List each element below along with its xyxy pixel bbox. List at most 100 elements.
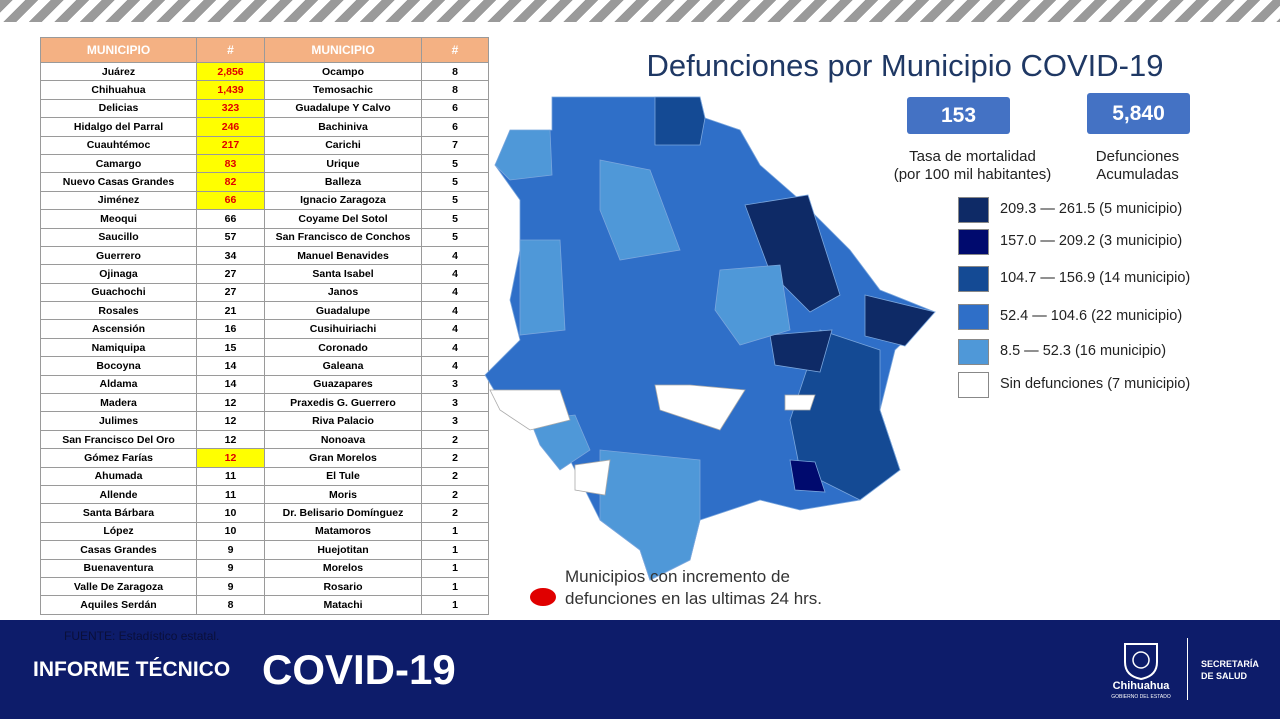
legend-swatch <box>958 304 989 330</box>
map <box>484 96 936 606</box>
logo-sub: GOBIERNO DEL ESTADO <box>1111 694 1171 700</box>
row: López 10 Matamoros 1 <box>40 521 489 542</box>
map-region <box>494 129 553 181</box>
map-region <box>489 389 571 431</box>
stripe <box>0 0 1280 22</box>
map-region <box>744 194 841 313</box>
map-region <box>789 329 901 501</box>
stat-value: 5,840 <box>1087 93 1190 134</box>
map-region <box>484 96 936 581</box>
legend-label: 8.5 — 52.3 (16 municipio) <box>1000 343 1167 359</box>
divider <box>1187 638 1188 700</box>
cell: 1 <box>421 595 489 615</box>
stat-value: 153 <box>907 97 1010 134</box>
cell: 82 <box>196 172 265 192</box>
cell: Morelos <box>264 558 422 578</box>
legend-label: 104.7 — 156.9 (14 municipio) <box>1000 270 1191 286</box>
cell: Moris <box>264 484 422 505</box>
row: Camargo 83 Urique 5 <box>40 153 489 174</box>
cell: Bachiniva <box>264 117 422 137</box>
row: Ojinaga 27 Santa Isabel 4 <box>40 264 489 284</box>
cell: Juárez <box>40 61 197 82</box>
logo-name: Chihuahua <box>1112 680 1170 692</box>
row: Buenaventura 9 Morelos 1 <box>40 558 489 578</box>
cell: 1 <box>421 521 489 542</box>
header-row: MUNICIPIO # MUNICIPIO # <box>40 37 489 63</box>
legend-label: 52.4 — 104.6 (22 municipio) <box>1000 308 1183 324</box>
red-dot <box>530 588 556 606</box>
cell: Dr. Belisario Domínguez <box>264 503 422 523</box>
covid: COVID-19 <box>262 646 456 693</box>
row: Saucillo 57 San Francisco de Conchos 5 <box>40 227 489 247</box>
row: Namiquipa 15 Coronado 4 <box>40 337 489 358</box>
legend-swatch <box>958 372 989 398</box>
stat-label: Defunciones Acumuladas <box>1095 148 1180 183</box>
row: Meoqui 66 Coyame Del Sotol 5 <box>40 209 489 229</box>
cell: Casas Grandes <box>40 540 197 560</box>
cell: Huejotitan <box>264 540 422 560</box>
dept: SECRETARÍA DE SALUD <box>1201 659 1259 681</box>
logo-icon <box>1124 643 1158 680</box>
map-region <box>714 264 791 346</box>
report: INFORME TÉCNICO <box>33 658 231 681</box>
cell: 2,856 <box>196 61 265 82</box>
map-region <box>864 294 936 347</box>
cell: Aquiles Serdán <box>40 595 197 615</box>
map-region <box>769 329 833 373</box>
note: Municipios con incremento de defunciones… <box>565 567 823 608</box>
source: FUENTE: Estadístico estatal. <box>64 629 220 643</box>
map-region <box>654 384 746 431</box>
legend-label: Sin defunciones (7 municipio) <box>1000 376 1191 392</box>
title: Defunciones por Municipio COVID-19 <box>646 48 1164 83</box>
legend-swatch <box>958 197 989 223</box>
row: Allende 11 Moris 2 <box>40 484 489 505</box>
cell: 323 <box>196 98 265 119</box>
row: Jiménez 66 Ignacio Zaragoza 5 <box>40 190 489 211</box>
stat-label: Tasa de mortalidad (por 100 mil habitant… <box>893 148 1052 183</box>
cell: Ahumada <box>40 466 197 486</box>
map-region <box>784 394 816 411</box>
map-region <box>599 449 701 581</box>
cell: Temosachic <box>264 80 422 100</box>
legend-swatch <box>958 339 989 365</box>
row: Chihuahua 1,439 Temosachic 8 <box>40 80 489 100</box>
legend-swatch <box>958 229 989 255</box>
cell: Matachi <box>264 595 422 615</box>
cell: Rosales <box>40 301 197 321</box>
header-cell: # <box>196 37 265 63</box>
header-cell: MUNICIPIO <box>264 37 422 63</box>
legend-swatch <box>958 266 989 292</box>
legend-label: 209.3 — 261.5 (5 municipio) <box>1000 201 1183 217</box>
cell: Santa Isabel <box>264 264 422 284</box>
cell: Jiménez <box>40 190 197 211</box>
row: Bocoyna 14 Galeana 4 <box>40 356 489 376</box>
row: Rosales 21 Guadalupe 4 <box>40 301 489 321</box>
cell: Ojinaga <box>40 264 197 284</box>
cell: López <box>40 521 197 542</box>
header-cell: # <box>421 37 489 63</box>
row: Aldama 14 Guazapares 3 <box>40 374 489 395</box>
footer: FUENTE: Estadístico estatal. INFORME TÉC… <box>0 620 1280 719</box>
cell: Guadalupe <box>264 301 422 321</box>
cell: 66 <box>196 190 265 211</box>
cell: 12 <box>196 448 265 468</box>
cell: Saucillo <box>40 227 197 247</box>
legend-label: 157.0 — 209.2 (3 municipio) <box>1000 233 1183 249</box>
cell: Coyame Del Sotol <box>264 209 422 229</box>
row: Casas Grandes 9 Huejotitan 1 <box>40 540 489 560</box>
cell: Buenaventura <box>40 558 197 578</box>
cell: 3 <box>421 393 489 413</box>
map-region <box>599 159 681 261</box>
map-region <box>789 459 826 493</box>
map-region <box>654 96 706 146</box>
row: Julimes 12 Riva Palacio 3 <box>40 411 489 431</box>
row: Santa Bárbara 10 Dr. Belisario Domínguez 2 <box>40 503 489 523</box>
row: Ahumada 11 El Tule 2 <box>40 466 489 486</box>
row: Delicias 323 Guadalupe Y Calvo 6 <box>40 98 489 119</box>
cell: Galeana <box>264 356 422 376</box>
cell: 217 <box>196 135 265 155</box>
map-region <box>519 239 566 336</box>
table: MUNICIPIO # MUNICIPIO # Juárez 2,856 Ocampo 8 Ch… <box>40 37 489 615</box>
row: Madera 12 Praxedis G. Guerrero 3 <box>40 393 489 413</box>
